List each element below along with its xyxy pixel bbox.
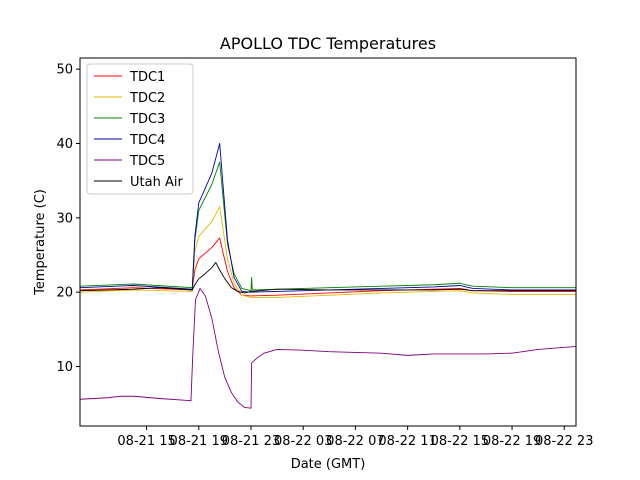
series-layer [80, 143, 576, 409]
legend-label: TDC2 [129, 91, 165, 106]
legend: TDC1 TDC2 TDC3 TDC4 TDC5 Utah Air [86, 63, 194, 195]
y-tick-label: 50 [56, 63, 73, 78]
x-tick-label: 08-21 23 [222, 434, 280, 449]
legend-entry: TDC3 [94, 112, 165, 127]
x-axis-label: Date (GMT) [291, 457, 366, 472]
y-tick-label: 30 [56, 211, 73, 226]
chart-title: APOLLO TDC Temperatures [220, 34, 436, 53]
legend-entry: TDC2 [94, 91, 165, 106]
series-line-tdc5 [80, 288, 576, 409]
x-tick-label: 08-22 15 [431, 434, 489, 449]
x-tick-label: 08-22 07 [326, 434, 384, 449]
x-tick-label: 08-21 19 [170, 434, 228, 449]
y-tick-label: 40 [56, 137, 73, 152]
x-tick-label: 08-22 11 [378, 434, 436, 449]
legend-entry: Utah Air [94, 175, 183, 190]
x-tick-label: 08-22 19 [483, 434, 541, 449]
legend-entry: TDC4 [94, 133, 165, 148]
x-tick-label: 08-21 15 [117, 434, 175, 449]
y-axis-ticks: 10 20 30 40 50 [56, 63, 80, 375]
legend-label: TDC3 [129, 112, 165, 127]
y-axis-label: Temperature (C) [33, 189, 48, 296]
series-line-utah-air [80, 261, 576, 294]
axes-frame [79, 57, 577, 427]
y-tick-label: 20 [56, 286, 73, 301]
y-tick-label: 10 [56, 360, 73, 375]
legend-entry: TDC5 [94, 154, 165, 169]
legend-label: TDC5 [129, 154, 165, 169]
legend-label: Utah Air [130, 175, 183, 190]
legend-label: TDC1 [129, 70, 165, 85]
series-line-tdc2 [80, 206, 576, 298]
series-line-tdc4 [80, 143, 576, 293]
legend-label: TDC4 [129, 133, 165, 148]
x-tick-label: 08-22 03 [274, 434, 332, 449]
series-line-tdc3 [80, 161, 576, 292]
x-tick-label: 08-22 23 [535, 434, 593, 449]
legend-entry: TDC1 [94, 70, 165, 85]
